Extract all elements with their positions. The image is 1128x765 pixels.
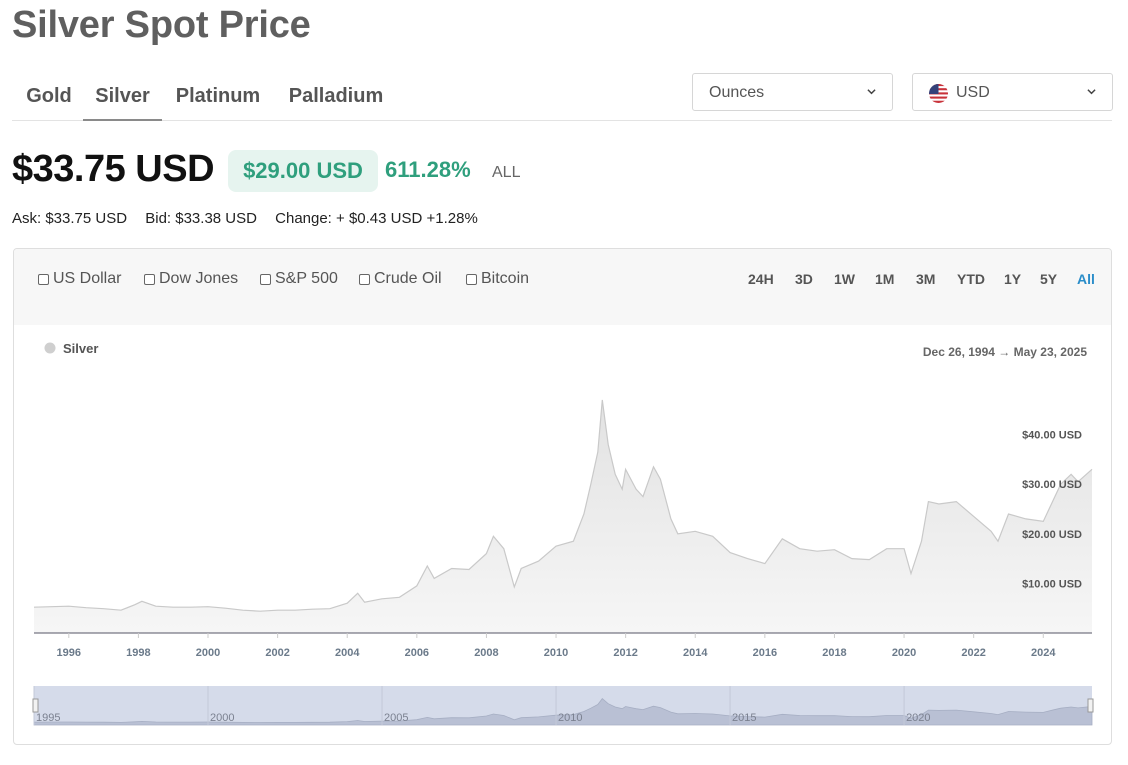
currency-select[interactable]: USD	[912, 73, 1113, 111]
metal-tabs: Gold Silver Platinum Palladium	[12, 76, 1112, 121]
quote-line: Ask: $33.75 USD Bid: $33.38 USD Change: …	[12, 210, 492, 227]
navigator-series	[33, 698, 1093, 726]
series-line-silver	[33, 399, 1093, 612]
chevron-down-icon	[1087, 89, 1096, 95]
x-tick-label: 2022	[961, 647, 985, 659]
price-change-value: $29.00 USD	[228, 150, 378, 192]
range-ytd[interactable]: YTD	[957, 271, 985, 287]
x-tick-label: 2016	[753, 647, 777, 659]
date-range: Dec 26, 1994 → May 23, 2025	[923, 345, 1087, 359]
x-tick-label: 2006	[405, 647, 429, 659]
compare-bitcoin[interactable]: Bitcoin	[466, 270, 529, 288]
y-tick-label: $30.00 USD	[1022, 479, 1082, 491]
unit-select[interactable]: Ounces	[692, 73, 893, 111]
series-area-silver	[34, 399, 1092, 633]
compare-label: Crude Oil	[374, 270, 442, 287]
checkbox[interactable]	[466, 273, 477, 285]
checkbox[interactable]	[38, 273, 49, 285]
y-tick-label: $20.00 USD	[1022, 529, 1082, 541]
x-tick-label: 2018	[822, 647, 846, 659]
range-1y[interactable]: 1Y	[1004, 271, 1022, 287]
y-tick-label: $10.00 USD	[1022, 578, 1082, 590]
x-tick-label: 2020	[892, 647, 916, 659]
checkbox[interactable]	[260, 273, 271, 285]
navigator-tick-label: 2000	[210, 712, 234, 724]
range-3d[interactable]: 3D	[795, 271, 813, 287]
page-title: Silver Spot Price	[12, 4, 311, 46]
compare-label: Bitcoin	[481, 270, 530, 287]
us-flag-icon	[929, 84, 948, 103]
range-1w[interactable]: 1W	[834, 271, 855, 287]
y-tick-label: $40.00 USD	[1022, 430, 1082, 442]
legend-marker	[44, 342, 56, 354]
price-chart[interactable]: Silver Dec 26, 1994 → May 23, 2025 $10.00…	[14, 325, 1111, 745]
x-tick-label: 2014	[683, 647, 708, 659]
tab-palladium[interactable]: Palladium	[288, 85, 384, 107]
compare-us-dollar[interactable]: US Dollar	[38, 270, 121, 288]
range-3m[interactable]: 3M	[916, 271, 936, 287]
x-tick-label: 2000	[196, 647, 220, 659]
x-tick-label: 2010	[544, 647, 568, 659]
compare-sp-500[interactable]: S&P 500	[260, 270, 338, 288]
compare-label: US Dollar	[53, 270, 122, 287]
navigator-handle-left[interactable]	[32, 698, 39, 713]
daily-change: Change: + $0.43 USD +1.28%	[275, 210, 478, 227]
currency-select-value: USD	[956, 84, 990, 101]
current-price: $33.75 USD	[12, 148, 215, 190]
x-tick-label: 1998	[126, 647, 150, 659]
x-tick-label: 1996	[57, 647, 81, 659]
navigator-tick-label: 2005	[384, 712, 408, 724]
x-tick-label: 2024	[1031, 647, 1056, 659]
tab-silver[interactable]: Silver	[83, 76, 162, 121]
bid-price: Bid: $33.38 USD	[145, 210, 257, 227]
compare-label: S&P 500	[275, 270, 338, 287]
compare-label: Dow Jones	[159, 270, 239, 287]
price-change-percent: 611.28%	[385, 157, 471, 182]
price-change-period: ALL	[492, 164, 521, 181]
navigator-tick-label: 2020	[906, 712, 930, 724]
x-tick-label: 2012	[613, 647, 637, 659]
tab-gold[interactable]: Gold	[26, 85, 72, 107]
chart-panel: US Dollar Dow Jones S&P 500 Crude Oil Bi…	[13, 248, 1112, 745]
unit-select-value: Ounces	[709, 84, 765, 101]
checkbox[interactable]	[144, 273, 155, 285]
x-tick-label: 2002	[265, 647, 289, 659]
x-tick-label: 2008	[474, 647, 498, 659]
tab-platinum[interactable]: Platinum	[175, 85, 261, 107]
navigator-handle-right[interactable]	[1087, 698, 1094, 713]
compare-crude-oil[interactable]: Crude Oil	[359, 270, 442, 288]
range-all[interactable]: All	[1077, 271, 1095, 287]
range-24h[interactable]: 24H	[748, 271, 774, 287]
chevron-down-icon	[867, 89, 876, 95]
checkbox[interactable]	[359, 273, 370, 285]
legend-label-silver: Silver	[63, 341, 98, 356]
range-1m[interactable]: 1M	[875, 271, 895, 287]
compare-dow-jones[interactable]: Dow Jones	[144, 270, 238, 288]
ask-price: Ask: $33.75 USD	[12, 210, 128, 227]
x-tick-label: 2004	[335, 647, 360, 659]
chart-toolbar: US Dollar Dow Jones S&P 500 Crude Oil Bi…	[14, 249, 1111, 325]
range-5y[interactable]: 5Y	[1040, 271, 1058, 287]
navigator-tick-label: 2010	[558, 712, 582, 724]
navigator-tick-label: 1995	[36, 712, 60, 724]
navigator-tick-label: 2015	[732, 712, 756, 724]
